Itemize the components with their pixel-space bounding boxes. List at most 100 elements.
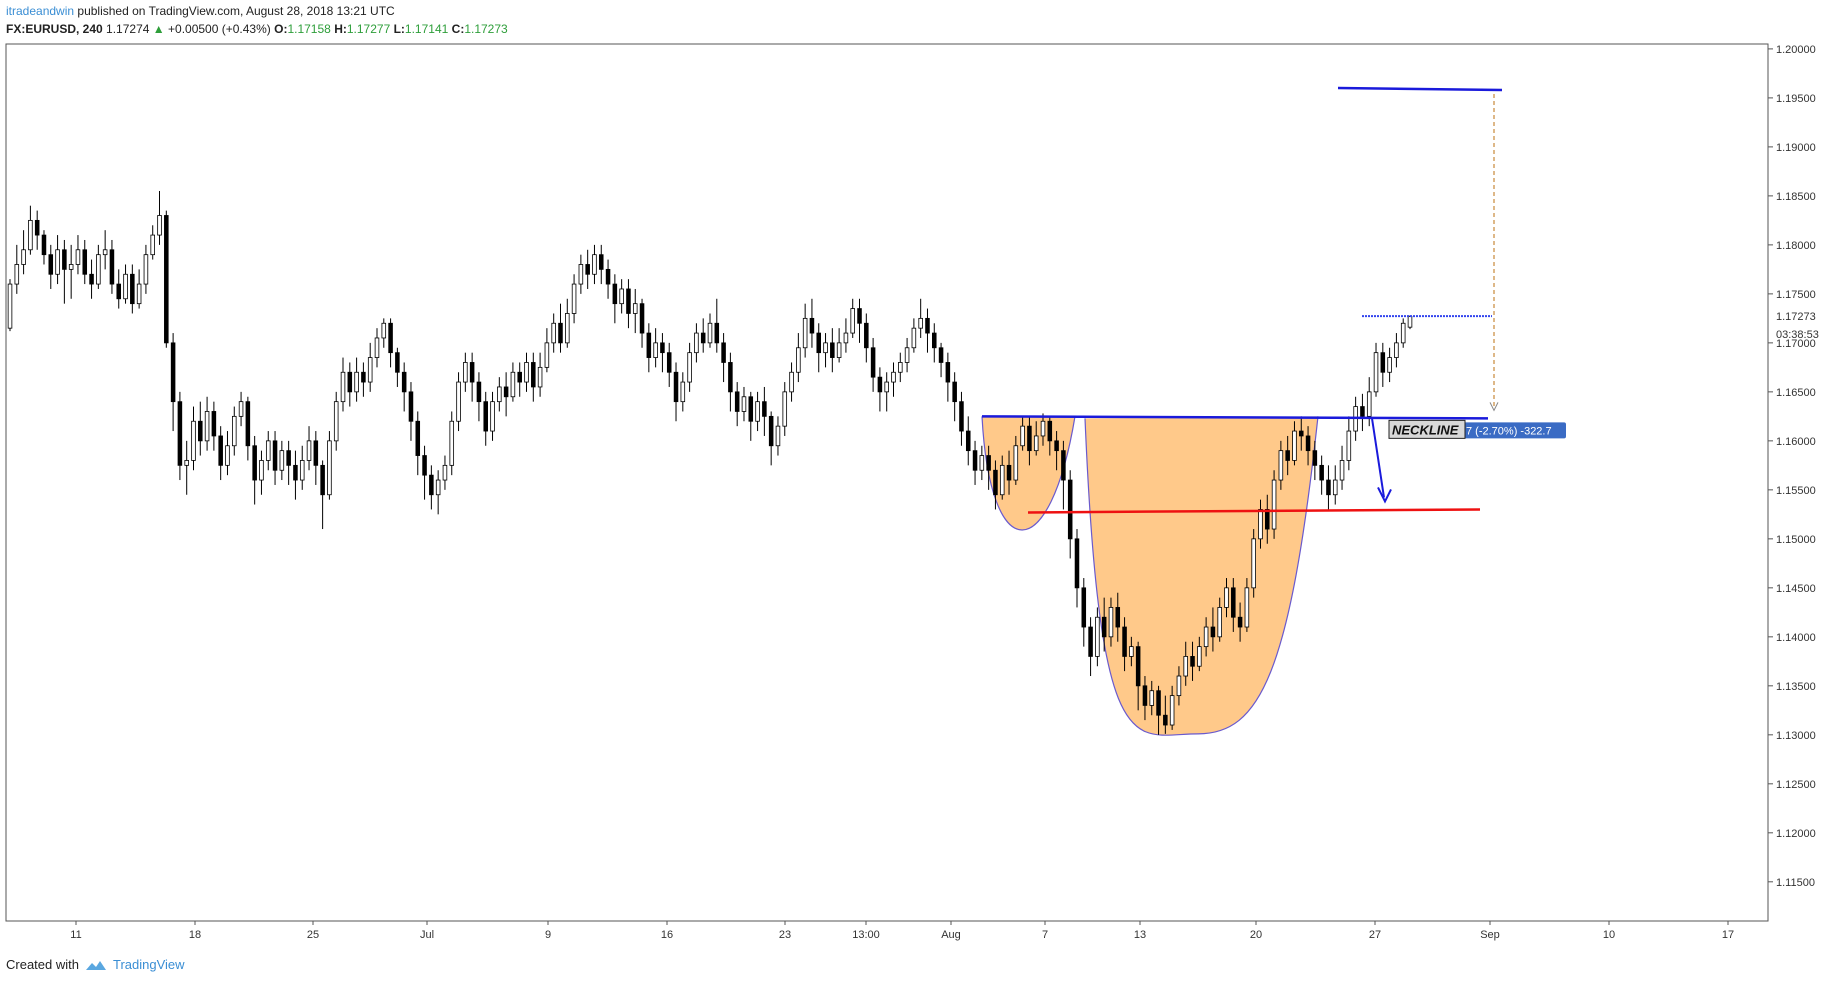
projection-arrow-head	[1489, 402, 1499, 412]
candle-body	[925, 317, 930, 334]
candle	[1163, 695, 1168, 734]
candle	[306, 426, 312, 471]
candle-body	[469, 362, 475, 383]
candle	[870, 337, 876, 392]
candle	[1217, 597, 1222, 642]
candle	[1265, 494, 1270, 544]
candle	[843, 318, 849, 353]
candle	[232, 406, 237, 456]
candle	[1142, 676, 1148, 721]
candle	[116, 269, 122, 309]
measure-tag-bg	[1460, 422, 1566, 439]
high-label: H:	[334, 22, 347, 36]
time-axis[interactable]: 11 18 25 Jul 9 16 23 13:00 Aug 7 13 20 27 Sep 10 17	[70, 921, 1734, 941]
candle-body	[1346, 430, 1352, 461]
candle-body	[768, 415, 774, 447]
candle	[775, 416, 781, 456]
candle-body	[1305, 435, 1311, 452]
candle	[605, 259, 611, 299]
neckline-label-bg	[1388, 419, 1466, 439]
candle-body	[660, 342, 665, 354]
candle	[347, 362, 353, 407]
neckline	[981, 415, 1489, 420]
candle-body	[96, 254, 101, 285]
publish-text: published on TradingView.com, August 28,…	[77, 4, 395, 18]
candle-body	[123, 273, 128, 300]
candle-body	[551, 322, 556, 344]
time-tick-label: Jul	[420, 929, 434, 941]
candle-body	[843, 332, 849, 344]
candle	[415, 411, 421, 476]
candle-body	[1231, 587, 1236, 618]
candle-body	[1339, 460, 1345, 481]
price-change: +0.00500 (+0.43%)	[168, 22, 271, 36]
candle-body	[707, 322, 713, 344]
candle-body	[232, 415, 237, 447]
last-price-tag-bg	[1769, 308, 1827, 325]
candle	[972, 440, 978, 485]
candle-body	[979, 455, 985, 471]
candle	[1067, 470, 1073, 559]
candle-body	[1197, 646, 1202, 667]
candle-body	[116, 283, 122, 300]
candle-body	[476, 381, 482, 403]
price-tick-label: 1.14500	[1776, 583, 1816, 595]
price-axis[interactable]: 1.20000 1.19500 1.19000 1.18500 1.18000 1.175…	[1767, 44, 1827, 921]
time-tick-label: 7	[1042, 929, 1048, 941]
price-tick-label: 1.13500	[1776, 681, 1816, 693]
time-tick-label: 25	[307, 929, 319, 941]
candle	[1061, 440, 1066, 510]
candle-body	[456, 381, 461, 422]
candle-body	[1244, 587, 1250, 628]
low-label: L:	[393, 22, 405, 36]
time-tick-label: 11	[70, 929, 81, 941]
candle-body	[1251, 538, 1256, 589]
candle-body	[143, 254, 149, 285]
candle	[1169, 685, 1175, 730]
candle-body	[21, 249, 26, 265]
candle-body	[374, 337, 380, 358]
candle	[96, 244, 101, 289]
candle-body	[7, 283, 13, 329]
candle-body	[449, 420, 455, 466]
candle	[721, 333, 726, 383]
symbol-name[interactable]: FX:EURUSD, 240	[6, 22, 103, 36]
candle-body	[14, 264, 20, 285]
candle-body	[28, 219, 33, 251]
candle	[1027, 416, 1032, 466]
candle-body	[1183, 656, 1188, 677]
candle-body	[1006, 464, 1012, 481]
candle	[7, 279, 13, 332]
low-value: 1.17141	[404, 22, 449, 36]
candle	[198, 401, 203, 456]
candle	[62, 239, 67, 304]
candle	[694, 323, 699, 363]
author-link[interactable]: itradeandwin	[6, 4, 75, 18]
candle	[544, 328, 550, 373]
candle-body	[911, 327, 917, 349]
tradingview-link[interactable]: TradingView	[112, 957, 185, 972]
candle-body	[531, 362, 536, 388]
candle	[469, 352, 475, 402]
candle	[768, 411, 774, 466]
candle-body	[728, 362, 733, 393]
candle	[734, 382, 740, 427]
candle-body	[252, 445, 257, 481]
candle	[789, 362, 794, 402]
candle-body	[177, 401, 183, 466]
candle	[666, 342, 672, 387]
candle	[938, 342, 944, 378]
candle	[1108, 597, 1114, 647]
candle-body	[972, 450, 978, 471]
candle-body	[1387, 357, 1392, 373]
candle-body	[1047, 420, 1053, 442]
candle-body	[653, 342, 658, 358]
candle	[728, 352, 733, 412]
candle-body	[435, 479, 441, 496]
candle-body	[891, 371, 896, 383]
candle	[782, 382, 788, 436]
candle	[361, 362, 366, 397]
candle	[476, 372, 482, 422]
candle	[1292, 421, 1297, 466]
